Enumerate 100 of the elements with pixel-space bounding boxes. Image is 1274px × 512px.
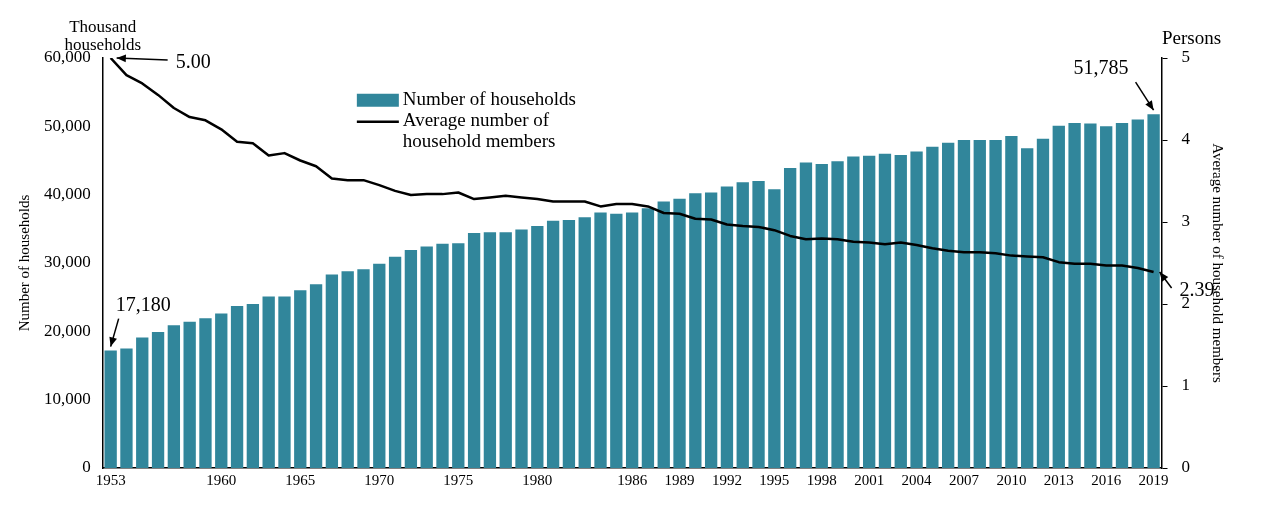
x-tick-label: 1995 bbox=[759, 471, 790, 488]
bar bbox=[215, 313, 228, 468]
x-tick-label: 1980 bbox=[522, 471, 553, 488]
bar bbox=[910, 151, 923, 468]
bar bbox=[1036, 138, 1050, 468]
bar bbox=[831, 161, 844, 468]
bar bbox=[136, 337, 149, 468]
bar bbox=[325, 274, 339, 468]
bar bbox=[436, 243, 449, 468]
x-tick-label: 1986 bbox=[617, 471, 648, 488]
bar bbox=[957, 140, 971, 468]
x-tick-label: 1965 bbox=[285, 471, 316, 488]
x-tick-label: 2016 bbox=[1091, 471, 1122, 488]
bar bbox=[531, 226, 544, 468]
y2-tick-label: 4 bbox=[1181, 129, 1191, 149]
bar bbox=[1084, 123, 1097, 468]
text: Persons bbox=[1161, 27, 1222, 48]
bar bbox=[483, 232, 497, 468]
y2-tick-label: 5 bbox=[1181, 47, 1190, 67]
x-tick-label: 2001 bbox=[854, 471, 885, 488]
bar bbox=[546, 220, 560, 468]
bar bbox=[847, 156, 860, 468]
x-tick-label: 1960 bbox=[206, 471, 237, 488]
bar bbox=[262, 296, 275, 468]
y-tick-label: 0 bbox=[82, 457, 91, 477]
bar bbox=[625, 212, 639, 468]
x-tick-label: 2007 bbox=[948, 471, 980, 488]
bar bbox=[1021, 148, 1034, 468]
bar bbox=[499, 232, 512, 468]
bar bbox=[863, 155, 876, 468]
bar bbox=[1005, 135, 1018, 468]
bar bbox=[309, 284, 323, 468]
bar bbox=[199, 318, 212, 468]
bar bbox=[1052, 125, 1065, 468]
bar bbox=[736, 182, 749, 468]
bar bbox=[104, 350, 117, 468]
bar bbox=[657, 201, 670, 468]
bar bbox=[594, 212, 607, 468]
bar bbox=[452, 243, 465, 468]
bar bbox=[1147, 114, 1160, 468]
bar bbox=[799, 162, 813, 468]
bar bbox=[989, 140, 1002, 468]
bar bbox=[278, 296, 291, 468]
y-tick-label: 20,000 bbox=[44, 320, 91, 340]
bar bbox=[151, 332, 165, 468]
bar bbox=[183, 321, 196, 468]
x-tick-label: 1992 bbox=[711, 471, 742, 488]
data-label: 5.00 bbox=[175, 50, 211, 72]
data-label: 51,785 bbox=[1073, 56, 1129, 79]
bar bbox=[357, 269, 370, 468]
legend-label: Number of households bbox=[402, 88, 576, 110]
bar bbox=[404, 250, 418, 468]
bar bbox=[894, 155, 907, 468]
bar bbox=[1131, 119, 1144, 468]
x-tick-label: 1998 bbox=[806, 471, 837, 488]
x-tick-label: 1989 bbox=[664, 471, 695, 488]
bar bbox=[1068, 122, 1081, 468]
bar bbox=[578, 217, 591, 468]
bar bbox=[294, 290, 307, 468]
data-label: 17,180 bbox=[115, 292, 171, 315]
bar bbox=[230, 306, 244, 468]
bar bbox=[704, 192, 718, 468]
x-tick-label: 2013 bbox=[1043, 471, 1074, 488]
bar bbox=[673, 198, 686, 468]
legend-label: Average number of household members bbox=[402, 109, 556, 152]
bar bbox=[1115, 122, 1129, 468]
bar bbox=[720, 186, 734, 468]
x-tick-label: 2010 bbox=[996, 471, 1027, 488]
x-tick-label: 1970 bbox=[364, 471, 395, 488]
y2-tick-label: 0 bbox=[1181, 457, 1190, 477]
bar bbox=[768, 189, 781, 468]
bar bbox=[341, 271, 354, 468]
x-tick-label: 1975 bbox=[443, 471, 474, 488]
bar bbox=[752, 181, 765, 468]
bar bbox=[926, 146, 939, 468]
y-tick-label: 10,000 bbox=[44, 389, 91, 409]
bar bbox=[815, 163, 828, 468]
x-tick-label: 1953 bbox=[95, 471, 126, 488]
bar bbox=[420, 246, 433, 468]
bar bbox=[942, 142, 955, 468]
y-tick-label: 50,000 bbox=[44, 115, 91, 135]
bar bbox=[689, 193, 702, 468]
bar bbox=[562, 219, 576, 468]
bar bbox=[641, 208, 655, 468]
bar bbox=[973, 140, 986, 468]
bar bbox=[373, 263, 386, 468]
bar bbox=[167, 325, 181, 468]
y-tick-label: 40,000 bbox=[44, 184, 91, 204]
y2-tick-label: 3 bbox=[1181, 211, 1190, 231]
bar bbox=[1100, 126, 1113, 468]
y-axis-title: Number of households bbox=[15, 194, 32, 332]
bar bbox=[515, 229, 528, 468]
y2-tick-label: 1 bbox=[1181, 375, 1190, 395]
y-tick-label: 30,000 bbox=[44, 252, 91, 272]
bar bbox=[467, 232, 481, 468]
bar bbox=[610, 213, 623, 468]
bar bbox=[246, 304, 260, 468]
bar bbox=[783, 168, 797, 468]
bar bbox=[388, 256, 402, 468]
bar bbox=[120, 348, 133, 468]
